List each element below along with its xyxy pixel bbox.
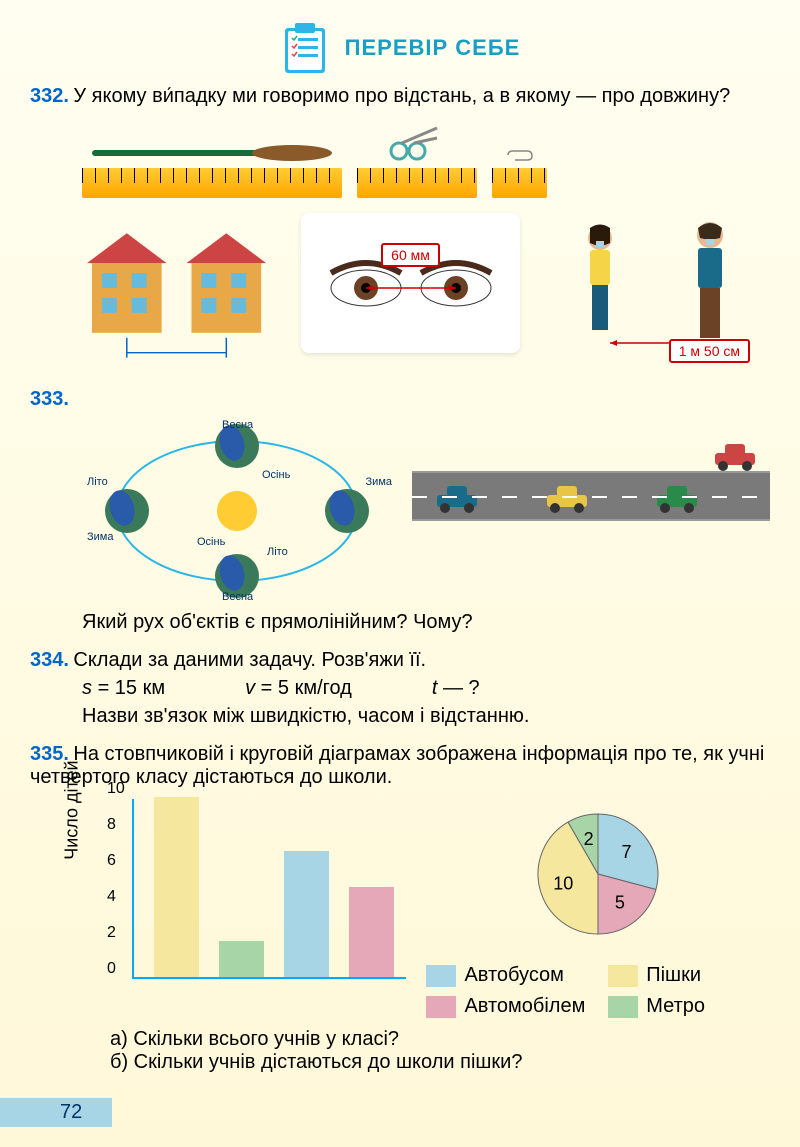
clipboard-icon — [280, 20, 330, 75]
season-label: Весна — [222, 591, 253, 603]
season-label: Зима — [87, 531, 113, 543]
problem-text: На стовпчиковій і круговій діаграмах зоб… — [30, 743, 764, 788]
eyes-diagram: 60 мм — [301, 213, 520, 353]
legend-label: Метро — [646, 995, 705, 1018]
problem-number: 334. — [30, 649, 69, 671]
questions: а) Скільки всього учнів у класі? б) Скіл… — [30, 1028, 770, 1074]
car-icon — [652, 483, 702, 513]
season-label: Зима — [366, 476, 392, 488]
question-a: а) Скільки всього учнів у класі? — [110, 1028, 770, 1051]
bar — [284, 851, 329, 977]
season-label: Осінь — [197, 536, 225, 548]
houses-icon — [82, 213, 281, 363]
problem-text: Склади за даними задачу. Розв'яжи її. — [73, 649, 426, 671]
legend-label: Автомобілем — [464, 995, 585, 1018]
season-label: Літо — [87, 476, 108, 488]
legend-swatch — [608, 996, 638, 1018]
ruler-row — [30, 123, 770, 198]
problem-334: 334. Склади за даними задачу. Розв'яжи ї… — [30, 649, 770, 728]
seasons-diagram: Весна Осінь Зима Літо Зима Літо Осінь Ве… — [82, 421, 392, 601]
ruler-4cm — [492, 168, 547, 198]
y-tick: 6 — [107, 852, 116, 870]
y-tick: 2 — [107, 924, 116, 942]
legend-swatch — [426, 996, 456, 1018]
car-icon — [542, 483, 592, 513]
problem-number: 332. — [30, 85, 69, 107]
season-label: Літо — [267, 546, 288, 558]
y-axis-label: Число дітей — [62, 760, 83, 859]
paperclip-icon — [505, 148, 535, 163]
y-tick: 10 — [107, 780, 125, 798]
section-header: ПЕРЕВІР СЕБЕ — [30, 20, 770, 75]
pie-label: 10 — [553, 873, 573, 893]
y-tick: 0 — [107, 960, 116, 978]
page-number: 72 — [0, 1098, 112, 1127]
problem-text: Назви зв'язок між швидкістю, часом і від… — [82, 705, 529, 727]
legend-swatch — [608, 965, 638, 987]
legend-item: Автобусом — [426, 964, 588, 987]
legend-item: Метро — [608, 995, 770, 1018]
v-value: = 5 км/год — [261, 677, 352, 699]
header-title: ПЕРЕВІР СЕБЕ — [345, 35, 521, 61]
problem-text: Який рух об'єктів є прямолінійним? Чому? — [82, 611, 473, 633]
cars-road-diagram — [412, 471, 770, 551]
image-row: 60 мм 1 м 50 см — [30, 213, 770, 373]
paintbrush-icon — [92, 143, 332, 163]
season-label: Осінь — [262, 469, 290, 481]
ruler-9cm — [357, 168, 477, 198]
ruler-20cm — [82, 168, 342, 198]
pie-label: 7 — [622, 842, 632, 862]
s-value: = 15 км — [98, 677, 166, 699]
bar — [219, 941, 264, 977]
problem-text: У якому ви́падку ми говоримо про відстан… — [73, 85, 730, 107]
car-icon — [432, 483, 482, 513]
formula-row: s = 15 км v = 5 км/год t — ? — [30, 677, 770, 700]
pie-chart: 7 5 10 2 — [523, 799, 673, 949]
pie-label: 5 — [615, 893, 625, 913]
scissors-icon — [387, 123, 447, 163]
bar — [154, 797, 199, 977]
bar-chart: Число дітей 0246810 — [82, 799, 406, 999]
pie-label: 2 — [584, 829, 594, 849]
t-value: — ? — [443, 677, 480, 699]
legend-swatch — [426, 965, 456, 987]
problem-number: 333. — [30, 388, 69, 410]
eyes-measurement-label: 60 мм — [381, 243, 440, 267]
legend-item: Пішки — [608, 964, 770, 987]
legend-label: Пішки — [646, 964, 701, 987]
y-tick: 4 — [107, 888, 116, 906]
chart-right-panel: 7 5 10 2 Автобусом Пішки Автомобілем Метро — [426, 799, 770, 1018]
people-diagram: 1 м 50 см — [540, 213, 770, 373]
legend-item: Автомобілем — [426, 995, 588, 1018]
legend-label: Автобусом — [464, 964, 563, 987]
season-label: Весна — [222, 419, 253, 431]
car-icon — [710, 441, 760, 471]
bar — [349, 887, 394, 977]
y-tick: 8 — [107, 816, 116, 834]
problem-332: 332. У якому ви́падку ми говоримо про ві… — [30, 85, 770, 373]
problem-333: 333. Весна Осінь Зима Літо Зима Л — [30, 388, 770, 634]
chart-legend: Автобусом Пішки Автомобілем Метро — [426, 964, 770, 1018]
people-measurement-label: 1 м 50 см — [669, 339, 750, 363]
question-b: б) Скільки учнів дістаються до школи піш… — [110, 1051, 770, 1074]
problem-335: 335. На стовпчиковій і круговій діаграма… — [30, 743, 770, 1074]
